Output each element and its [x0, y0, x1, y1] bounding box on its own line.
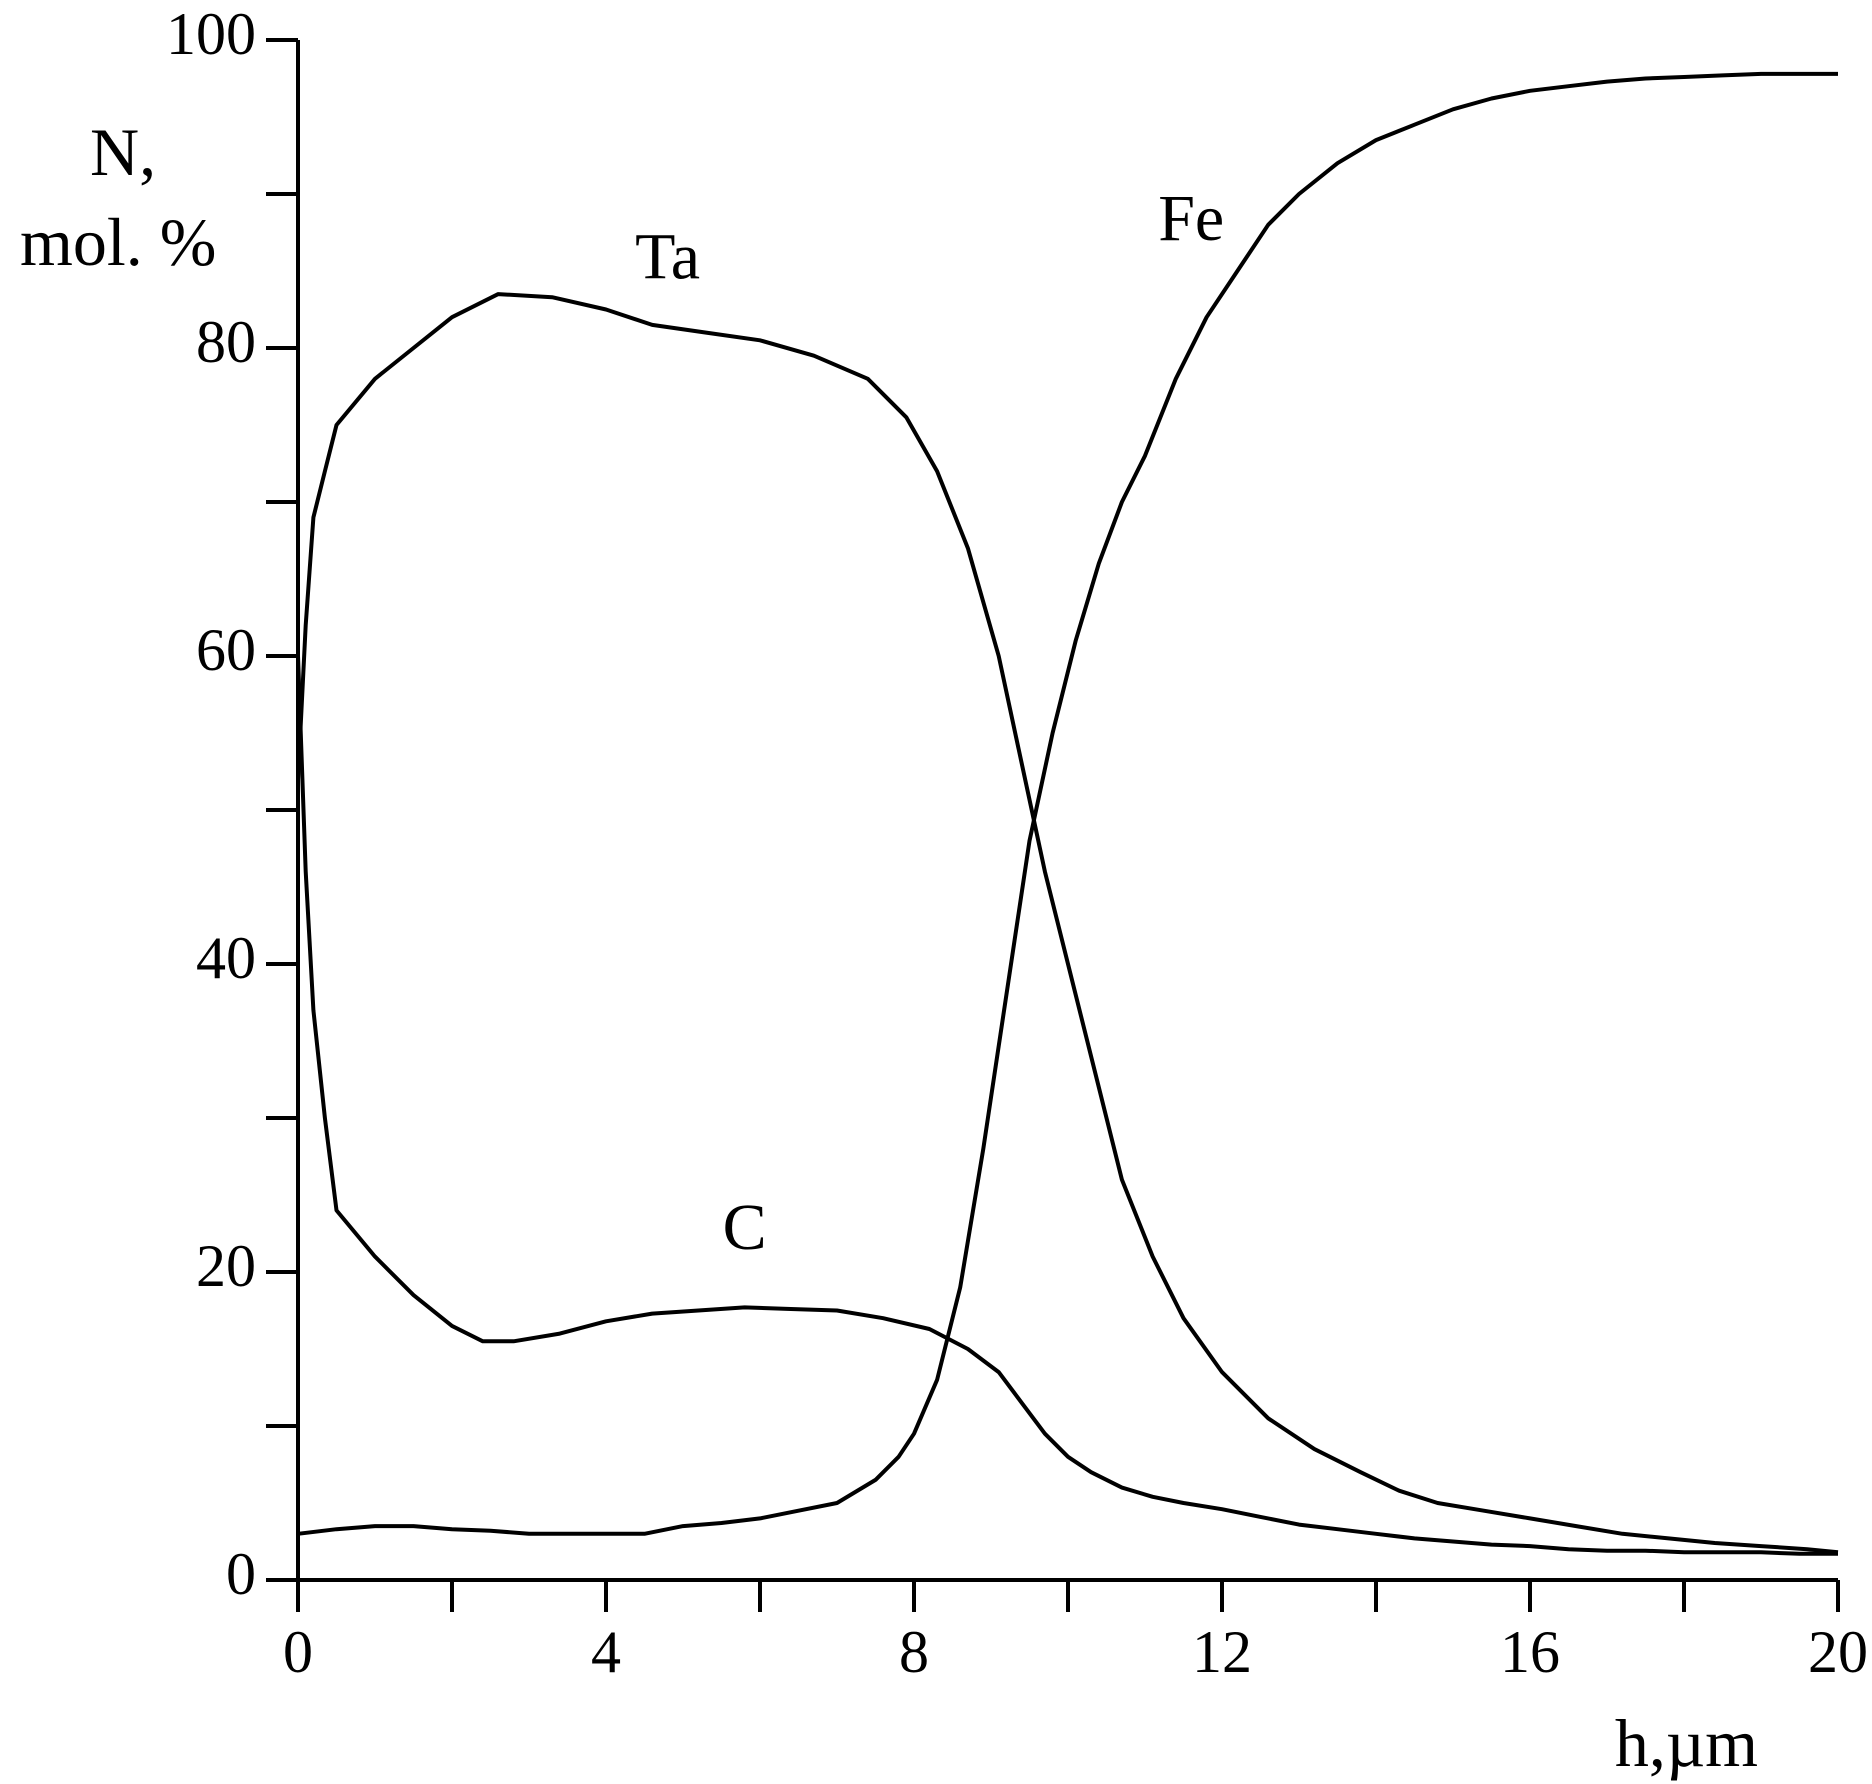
x-tick-label: 12 — [1192, 1619, 1252, 1685]
tick-marks — [266, 38, 1840, 1612]
y-axis-label-line-2: mol. % — [20, 204, 216, 280]
x-tick-label: 4 — [591, 1619, 621, 1685]
x-tick-label: 8 — [899, 1619, 929, 1685]
series-label-ta: Ta — [635, 221, 700, 294]
y-tick-label: 40 — [196, 925, 256, 991]
y-tick-label: 80 — [196, 309, 256, 375]
axes — [296, 40, 1838, 1582]
x-tick-label: 20 — [1808, 1619, 1868, 1685]
series-lines — [296, 71, 1839, 1556]
x-tick-label: 16 — [1500, 1619, 1560, 1685]
y-tick-label: 0 — [226, 1541, 256, 1607]
series-line-c — [296, 655, 1838, 1556]
series-label-fe: Fe — [1158, 182, 1224, 255]
series-line-fe — [297, 71, 1838, 1536]
y-tick-label: 20 — [196, 1233, 256, 1299]
axis-labels: N, mol. % h,µm — [20, 114, 1758, 1781]
y-tick-label: 100 — [166, 1, 256, 67]
series-labels: Ta Fe C — [635, 182, 1224, 1264]
y-axis-label-line-1: N, — [90, 114, 156, 190]
x-tick-label: 0 — [283, 1619, 313, 1685]
series-line-ta — [296, 292, 1839, 1555]
y-tick-label: 60 — [196, 617, 256, 683]
series-label-c: C — [723, 1191, 767, 1264]
tick-labels: 0 20 40 60 80 100 0 4 8 12 16 20 — [166, 1, 1868, 1685]
x-axis-label: h,µm — [1615, 1705, 1758, 1781]
